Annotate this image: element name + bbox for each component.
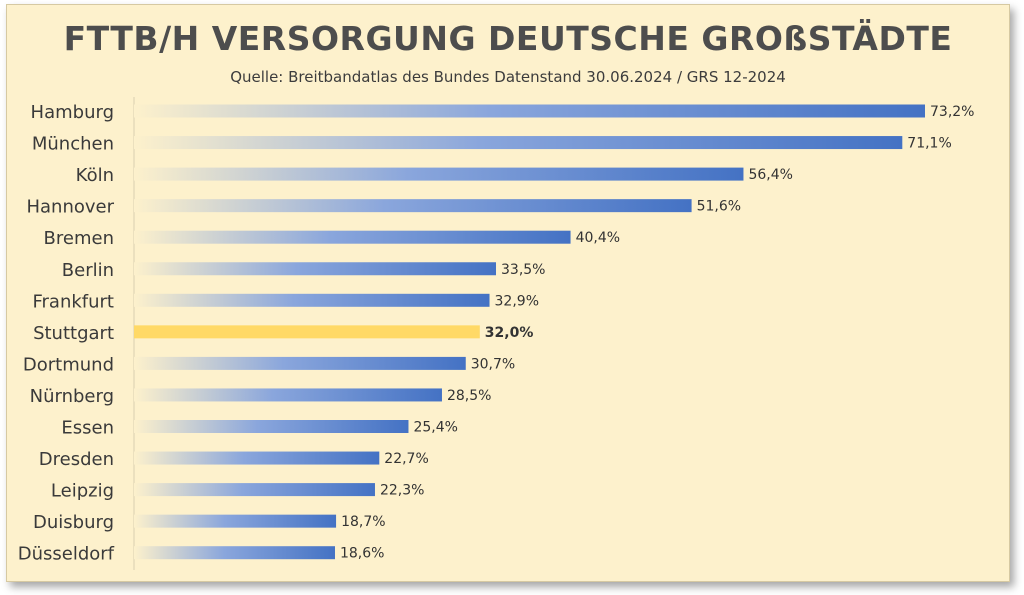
bar-nürnberg xyxy=(134,388,442,402)
category-label: Hannover xyxy=(26,197,114,218)
data-label: 25,4% xyxy=(413,420,457,436)
data-label: 22,3% xyxy=(380,483,424,499)
data-label: 32,0% xyxy=(485,325,534,341)
data-label: 28,5% xyxy=(447,388,491,404)
category-label: Essen xyxy=(61,418,114,439)
data-label: 51,6% xyxy=(697,199,741,215)
bar-hannover xyxy=(134,199,692,213)
chart-title: FTTB/H VERSORGUNG DEUTSCHE GROßSTÄDTE xyxy=(63,19,953,58)
data-label: 40,4% xyxy=(576,230,620,246)
bar-hamburg xyxy=(134,104,925,118)
category-label: Bremen xyxy=(44,228,114,249)
data-label: 22,7% xyxy=(384,451,428,467)
bar-leipzig xyxy=(134,483,375,497)
category-label: München xyxy=(32,134,114,155)
category-label: Berlin xyxy=(62,260,114,281)
bar-duisburg xyxy=(134,514,337,528)
data-label: 32,9% xyxy=(495,293,539,309)
bar-münchen xyxy=(134,136,903,150)
bar-berlin xyxy=(134,262,497,276)
data-label: 56,4% xyxy=(748,167,792,183)
category-label: Dortmund xyxy=(23,354,114,375)
data-label: 71,1% xyxy=(907,136,951,152)
category-label: Dresden xyxy=(39,449,114,470)
bar-essen xyxy=(134,420,409,433)
chart-card: FTTB/H VERSORGUNG DEUTSCHE GROßSTÄDTE Qu… xyxy=(6,4,1010,582)
category-label: Stuttgart xyxy=(33,323,114,344)
bar-köln xyxy=(134,167,744,181)
category-label: Leipzig xyxy=(51,481,114,502)
bar-dortmund xyxy=(134,356,466,370)
category-label: Düsseldorf xyxy=(18,544,115,565)
category-label: Hamburg xyxy=(31,102,114,123)
category-label: Nürnberg xyxy=(30,386,114,407)
data-label: 18,6% xyxy=(340,546,384,562)
bar-chart: Hamburg 73,2% München 71,1% Köln 56,4% Hannove… xyxy=(18,97,974,570)
data-label: 33,5% xyxy=(501,262,545,278)
data-label: 18,7% xyxy=(341,514,385,530)
bar-bremen xyxy=(134,230,571,244)
data-label: 73,2% xyxy=(930,104,974,120)
data-label: 30,7% xyxy=(471,356,515,372)
chart-subtitle: Quelle: Breitbandatlas des Bundes Datens… xyxy=(230,68,786,86)
category-label: Duisburg xyxy=(33,512,114,533)
category-label: Köln xyxy=(76,165,114,186)
bar-dresden xyxy=(134,451,380,465)
bar-stuttgart xyxy=(134,325,480,339)
bar-frankfurt xyxy=(134,293,490,307)
category-label: Frankfurt xyxy=(32,291,114,312)
bar-düsseldorf xyxy=(134,546,335,560)
